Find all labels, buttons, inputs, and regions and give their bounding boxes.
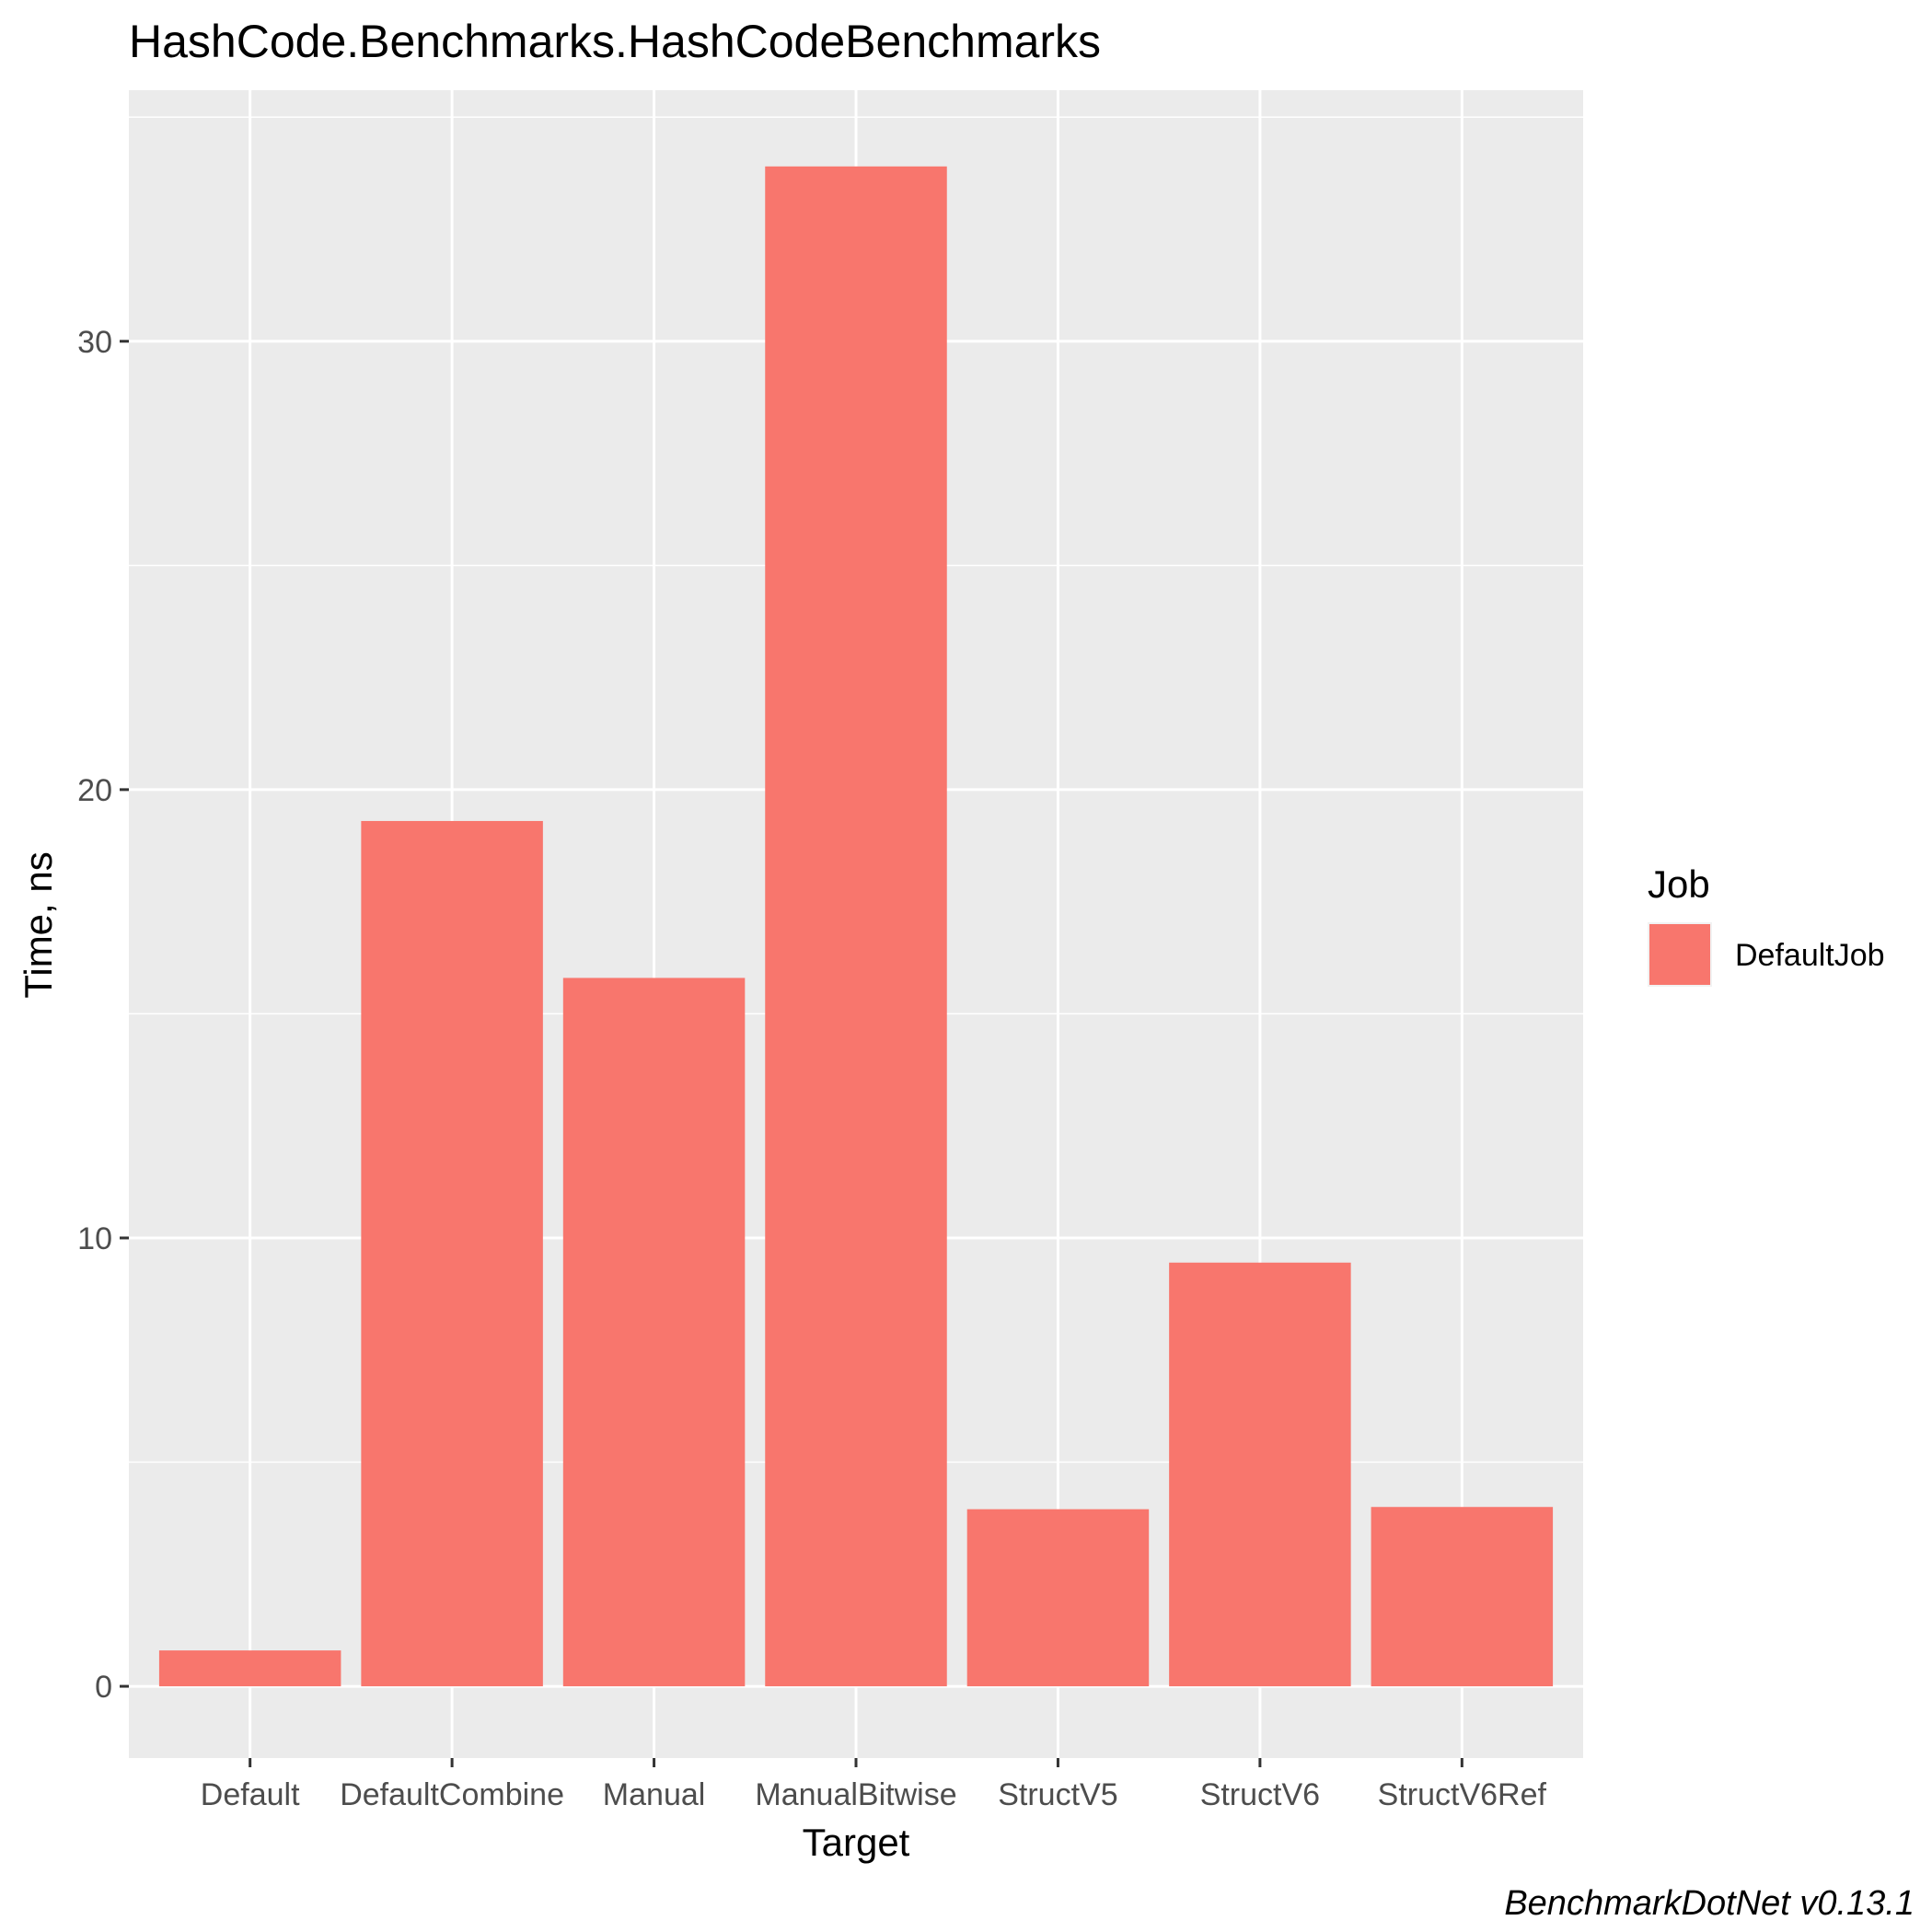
x-tick-label: StructV5 bbox=[998, 1777, 1117, 1812]
x-tick-label: StructV6Ref bbox=[1378, 1777, 1547, 1812]
x-tick-label: DefaultCombine bbox=[340, 1777, 564, 1812]
bar bbox=[361, 820, 543, 1687]
x-tick-label: StructV6 bbox=[1200, 1777, 1320, 1812]
bar bbox=[158, 1650, 341, 1687]
legend: Job DefaultJob bbox=[1648, 862, 1885, 987]
legend-title: Job bbox=[1648, 862, 1710, 906]
bars bbox=[158, 166, 1554, 1687]
x-tick-label: Default bbox=[201, 1777, 300, 1812]
bar bbox=[966, 1509, 1150, 1687]
x-axis-title: Target bbox=[803, 1821, 910, 1864]
x-tick-label: Manual bbox=[603, 1777, 706, 1812]
y-axis-title: Time, ns bbox=[17, 851, 60, 998]
y-tick-label: 30 bbox=[77, 325, 112, 360]
x-axis: Default DefaultCombine Manual ManualBitwise… bbox=[201, 1758, 1547, 1812]
y-tick-label: 20 bbox=[77, 773, 112, 808]
chart-title: HashCode.Benchmarks.HashCodeBenchmarks bbox=[129, 16, 1101, 67]
legend-label-defaultjob: DefaultJob bbox=[1735, 938, 1885, 973]
bar bbox=[765, 166, 947, 1687]
y-tick-label: 10 bbox=[77, 1221, 112, 1256]
caption: BenchmarkDotNet v0.13.1 bbox=[1504, 1884, 1915, 1923]
bar bbox=[562, 978, 746, 1687]
y-axis: 0 10 20 30 bbox=[77, 325, 129, 1705]
legend-key-defaultjob bbox=[1649, 924, 1710, 985]
bar bbox=[1371, 1507, 1554, 1687]
bar bbox=[1169, 1262, 1351, 1687]
x-tick-label: ManualBitwise bbox=[755, 1777, 956, 1812]
y-tick-label: 0 bbox=[95, 1670, 112, 1705]
